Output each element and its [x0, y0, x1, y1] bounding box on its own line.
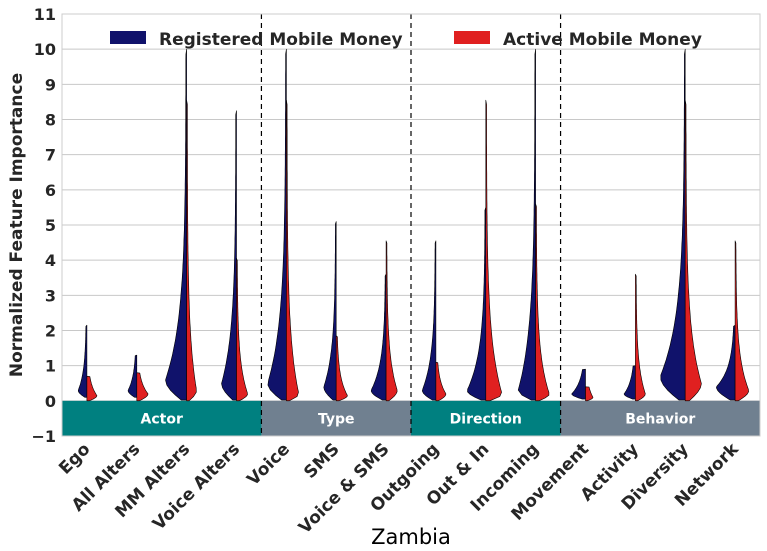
violin-registered-voice	[267, 48, 287, 401]
violin-active-network	[734, 240, 749, 402]
legend: Registered Mobile Money Active Mobile Mo…	[110, 30, 702, 50]
chart-title: Zambia	[371, 525, 451, 549]
x-tick-label-voice-alters: Voice Alters	[149, 439, 244, 534]
violin-active-out-and-in	[485, 99, 502, 402]
violin-registered-network	[716, 324, 736, 401]
group-label-type: Type	[318, 411, 355, 427]
violin-active-mm-alters	[186, 99, 197, 402]
y-tick-label-9: 8	[45, 111, 56, 130]
violin-registered-movement	[571, 368, 586, 400]
violin-active-diversity	[684, 99, 702, 402]
legend-swatch-active	[454, 31, 490, 44]
group-label-actor: Actor	[141, 411, 183, 427]
violin-registered-mm-alters	[165, 48, 187, 401]
y-tick-label-6: 5	[45, 216, 56, 235]
violin-active-voice-and-sms	[385, 240, 398, 402]
violin-registered-voice-and-sms	[370, 273, 387, 401]
violin-registered-all-alters	[127, 354, 138, 398]
violin-active-voice-alters	[236, 258, 248, 402]
violin-active-activity	[635, 273, 646, 402]
y-tick-label-3: 2	[45, 322, 56, 341]
y-tick-label-1: 0	[45, 392, 56, 411]
group-band-actor	[62, 400, 262, 436]
y-tick-label-7: 6	[45, 181, 56, 200]
violin-active-all-alters	[136, 372, 149, 402]
violin-registered-outgoing	[422, 240, 437, 401]
y-tick-label-11: 10	[34, 40, 56, 59]
violin-registered-diversity	[660, 48, 686, 401]
violin-registered-incoming	[517, 48, 536, 401]
legend-label-registered: Registered Mobile Money	[159, 30, 403, 50]
violin-active-sms	[335, 335, 348, 402]
group-band-type	[261, 400, 411, 436]
y-tick-label-10: 9	[45, 75, 56, 94]
violin-active-outgoing	[435, 361, 447, 402]
legend-swatch-registered	[110, 31, 146, 44]
violin-active-ego	[86, 375, 98, 402]
y-tick-label-4: 3	[45, 286, 56, 305]
violin-active-incoming	[535, 203, 550, 402]
violin-layer	[78, 48, 749, 402]
y-tick-label-8: 7	[45, 146, 56, 165]
violin-registered-activity	[623, 365, 636, 400]
y-tick-labels: −1 0 1 2 3 4 5 6 7 8 9 10 11	[31, 5, 56, 446]
plot-frame	[61, 13, 761, 437]
group-band-behavior	[560, 400, 760, 436]
y-axis-label: Normalized Feature Importance	[7, 73, 27, 377]
group-label-behavior: Behavior	[625, 411, 695, 427]
x-tick-label-ego: Ego	[55, 439, 94, 478]
violin-active-voice	[286, 99, 299, 402]
y-tick-label-2: 1	[45, 357, 56, 376]
group-band-direction	[411, 400, 561, 436]
y-tick-label-12: 11	[34, 5, 56, 24]
violin-registered-out-and-in	[467, 207, 487, 401]
y-tick-label-5: 4	[45, 251, 56, 270]
violin-registered-voice-alters	[221, 110, 237, 401]
legend-label-active: Active Mobile Money	[503, 30, 702, 50]
group-label-direction: Direction	[450, 411, 522, 427]
y-tick-label-0: −1	[31, 427, 56, 446]
x-tick-label-sms: SMS	[300, 439, 343, 482]
violin-registered-sms	[323, 221, 337, 401]
separator-layer	[260, 14, 562, 436]
group-band-layer: Actor Type Direction Behavior	[62, 400, 760, 436]
violin-active-movement	[585, 386, 594, 402]
x-tick-label-voice: Voice	[243, 439, 293, 489]
violin-registered-ego	[78, 324, 88, 398]
